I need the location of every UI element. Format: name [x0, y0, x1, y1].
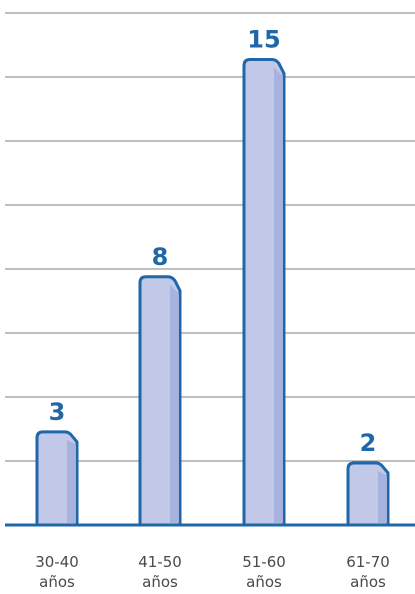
bars-layer [35, 58, 390, 527]
x-tick-line-2: años [142, 573, 178, 591]
bar-shadow [170, 284, 179, 523]
x-tick-label: 61-70 años [346, 553, 390, 591]
bar-group [35, 430, 79, 527]
x-tick-label: 51-60 años [242, 553, 286, 591]
data-label: 3 [49, 398, 66, 426]
grid-layer [5, 12, 415, 462]
data-label: 2 [360, 429, 377, 457]
labels-layer: 3 8 15 2 [49, 26, 377, 457]
bar-group [242, 58, 286, 527]
bar-shadow [67, 439, 76, 523]
x-tick-label: 30-40 años [35, 553, 79, 591]
bar-shadow [378, 470, 387, 523]
data-label: 8 [152, 243, 169, 271]
bar-group [138, 275, 182, 527]
x-tick-label: 41-50 años [138, 553, 182, 591]
x-tick-line-1: 41-50 [138, 553, 182, 571]
data-label: 15 [247, 26, 280, 54]
x-tick-line-2: años [246, 573, 282, 591]
x-tick-line-1: 51-60 [242, 553, 286, 571]
bar-group [346, 461, 390, 527]
x-tick-line-2: años [350, 573, 386, 591]
x-tick-line-2: años [39, 573, 75, 591]
bar-shadow [274, 67, 283, 523]
ticks-layer: 30-40 años 41-50 años 51-60 años 61-70 años [35, 553, 390, 591]
x-tick-line-1: 61-70 [346, 553, 390, 571]
x-tick-line-1: 30-40 [35, 553, 79, 571]
